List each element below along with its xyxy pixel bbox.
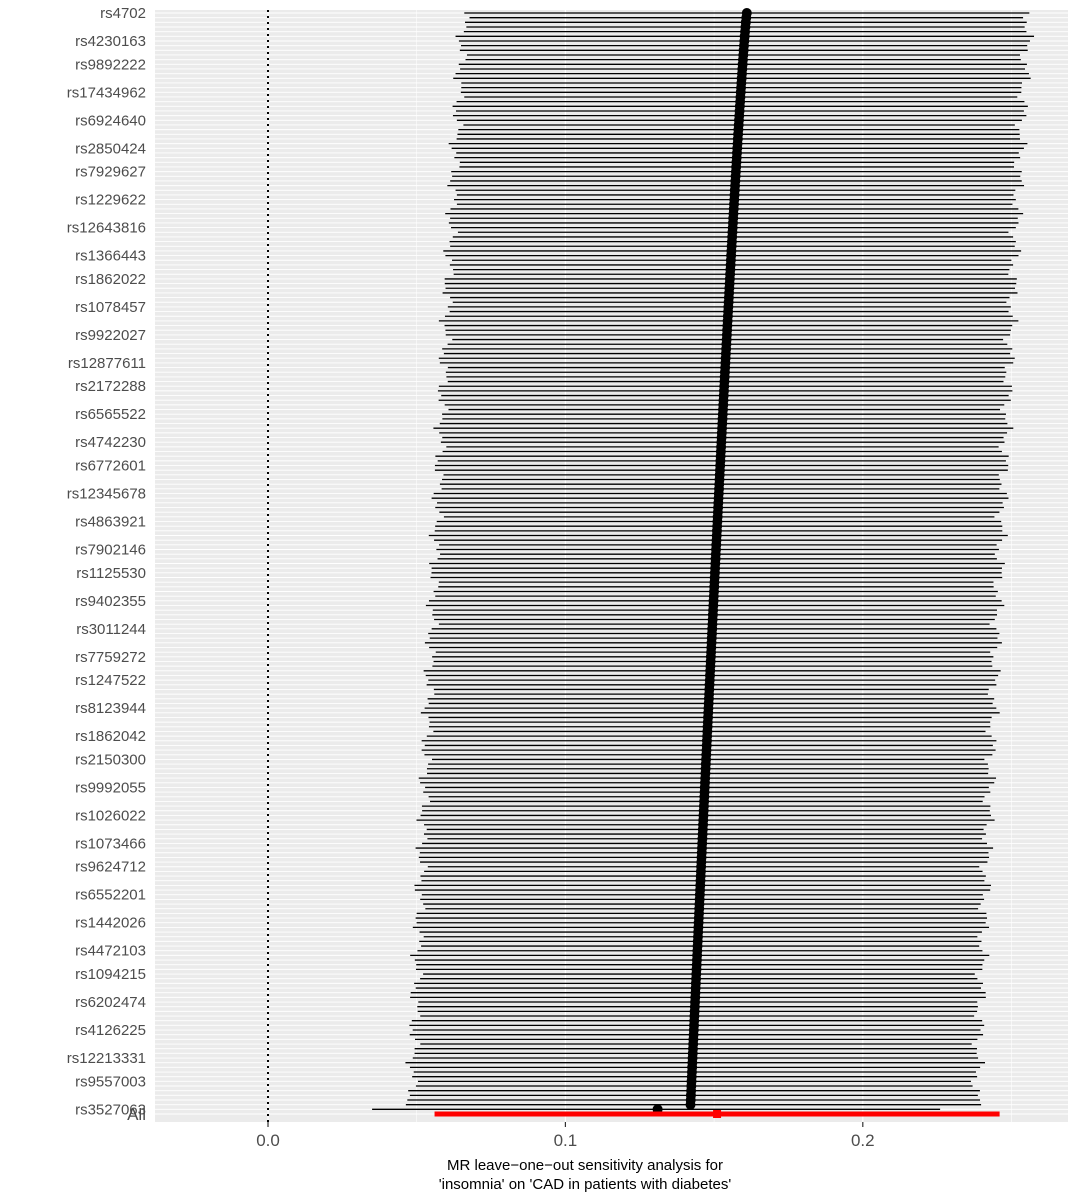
y-tick-label: rs9922027 <box>75 327 146 344</box>
y-tick-label: rs1229622 <box>75 192 146 209</box>
y-tick-label: rs7759272 <box>75 649 146 666</box>
y-tick-label: rs1125530 <box>76 565 146 582</box>
y-tick-label: rs9892222 <box>75 56 146 73</box>
x-axis-title-line-1: MR leave−one−out sensitivity analysis fo… <box>447 1157 723 1174</box>
snp-point-estimate <box>685 1099 696 1110</box>
y-tick-label: rs4702 <box>100 5 146 22</box>
x-tick-label: 0.0 <box>256 1131 280 1150</box>
y-tick-label: rs1442026 <box>75 915 146 932</box>
y-tick-label: rs1862042 <box>75 728 146 745</box>
y-tick-label: rs7929627 <box>75 164 146 181</box>
y-tick-label: rs1862022 <box>75 271 146 288</box>
y-tick-label: rs4126225 <box>75 1022 146 1039</box>
x-tick-label: 0.2 <box>851 1131 875 1150</box>
y-tick-label: rs3011244 <box>76 621 146 638</box>
y-tick-label: rs6924640 <box>75 112 146 129</box>
y-tick-label: rs3527063 <box>75 1101 146 1118</box>
y-tick-label: rs1026022 <box>75 807 146 824</box>
y-tick-label: rs8123944 <box>75 700 146 717</box>
x-axis-title-line-2: 'insomnia' on 'CAD in patients with diab… <box>439 1176 732 1193</box>
y-tick-label: rs2850424 <box>75 140 146 157</box>
y-tick-label: rs4472103 <box>75 943 146 960</box>
y-tick-label: rs9402355 <box>75 593 146 610</box>
y-tick-label-all: All <box>127 1105 146 1124</box>
y-tick-label: rs1366443 <box>75 248 146 265</box>
y-tick-label: rs1094215 <box>75 966 146 983</box>
y-tick-label: rs7902146 <box>75 542 146 559</box>
y-tick-label: rs4230163 <box>75 33 146 50</box>
overall-point-estimate <box>713 1110 722 1118</box>
x-tick-label: 0.1 <box>554 1131 578 1150</box>
y-tick-label: rs9992055 <box>75 779 146 796</box>
y-tick-label: rs6552201 <box>75 887 146 904</box>
y-tick-label: rs12643816 <box>67 220 146 237</box>
y-tick-label: rs1247522 <box>75 672 146 689</box>
snp-rows <box>372 8 1035 1115</box>
y-tick-label: rs6202474 <box>75 994 146 1011</box>
y-tick-label: rs1073466 <box>75 835 146 852</box>
y-tick-label: rs17434962 <box>67 84 146 101</box>
y-tick-label: rs2150300 <box>75 751 146 768</box>
y-tick-label: rs9557003 <box>75 1073 146 1090</box>
y-tick-label: rs12877611 <box>68 355 146 372</box>
y-tick-label: rs4863921 <box>75 514 146 531</box>
y-tick-label: rs9624712 <box>75 859 146 876</box>
overall-estimate-row <box>434 1110 1000 1118</box>
y-tick-label: rs4742230 <box>75 434 146 451</box>
y-tick-label: rs12345678 <box>67 486 146 503</box>
y-axis-labels: rs4702 rs4230163 rs9892222 rs17434962 rs6924… <box>67 5 146 1124</box>
y-tick-label: rs1078457 <box>75 299 146 316</box>
y-tick-label: rs2172288 <box>75 378 146 395</box>
y-tick-label: rs6565522 <box>75 406 146 423</box>
y-tick-label: rs6772601 <box>75 458 146 475</box>
x-axis-ticks: 0.0 0.1 0.2 <box>256 1122 875 1150</box>
y-tick-label: rs12213331 <box>67 1050 146 1067</box>
